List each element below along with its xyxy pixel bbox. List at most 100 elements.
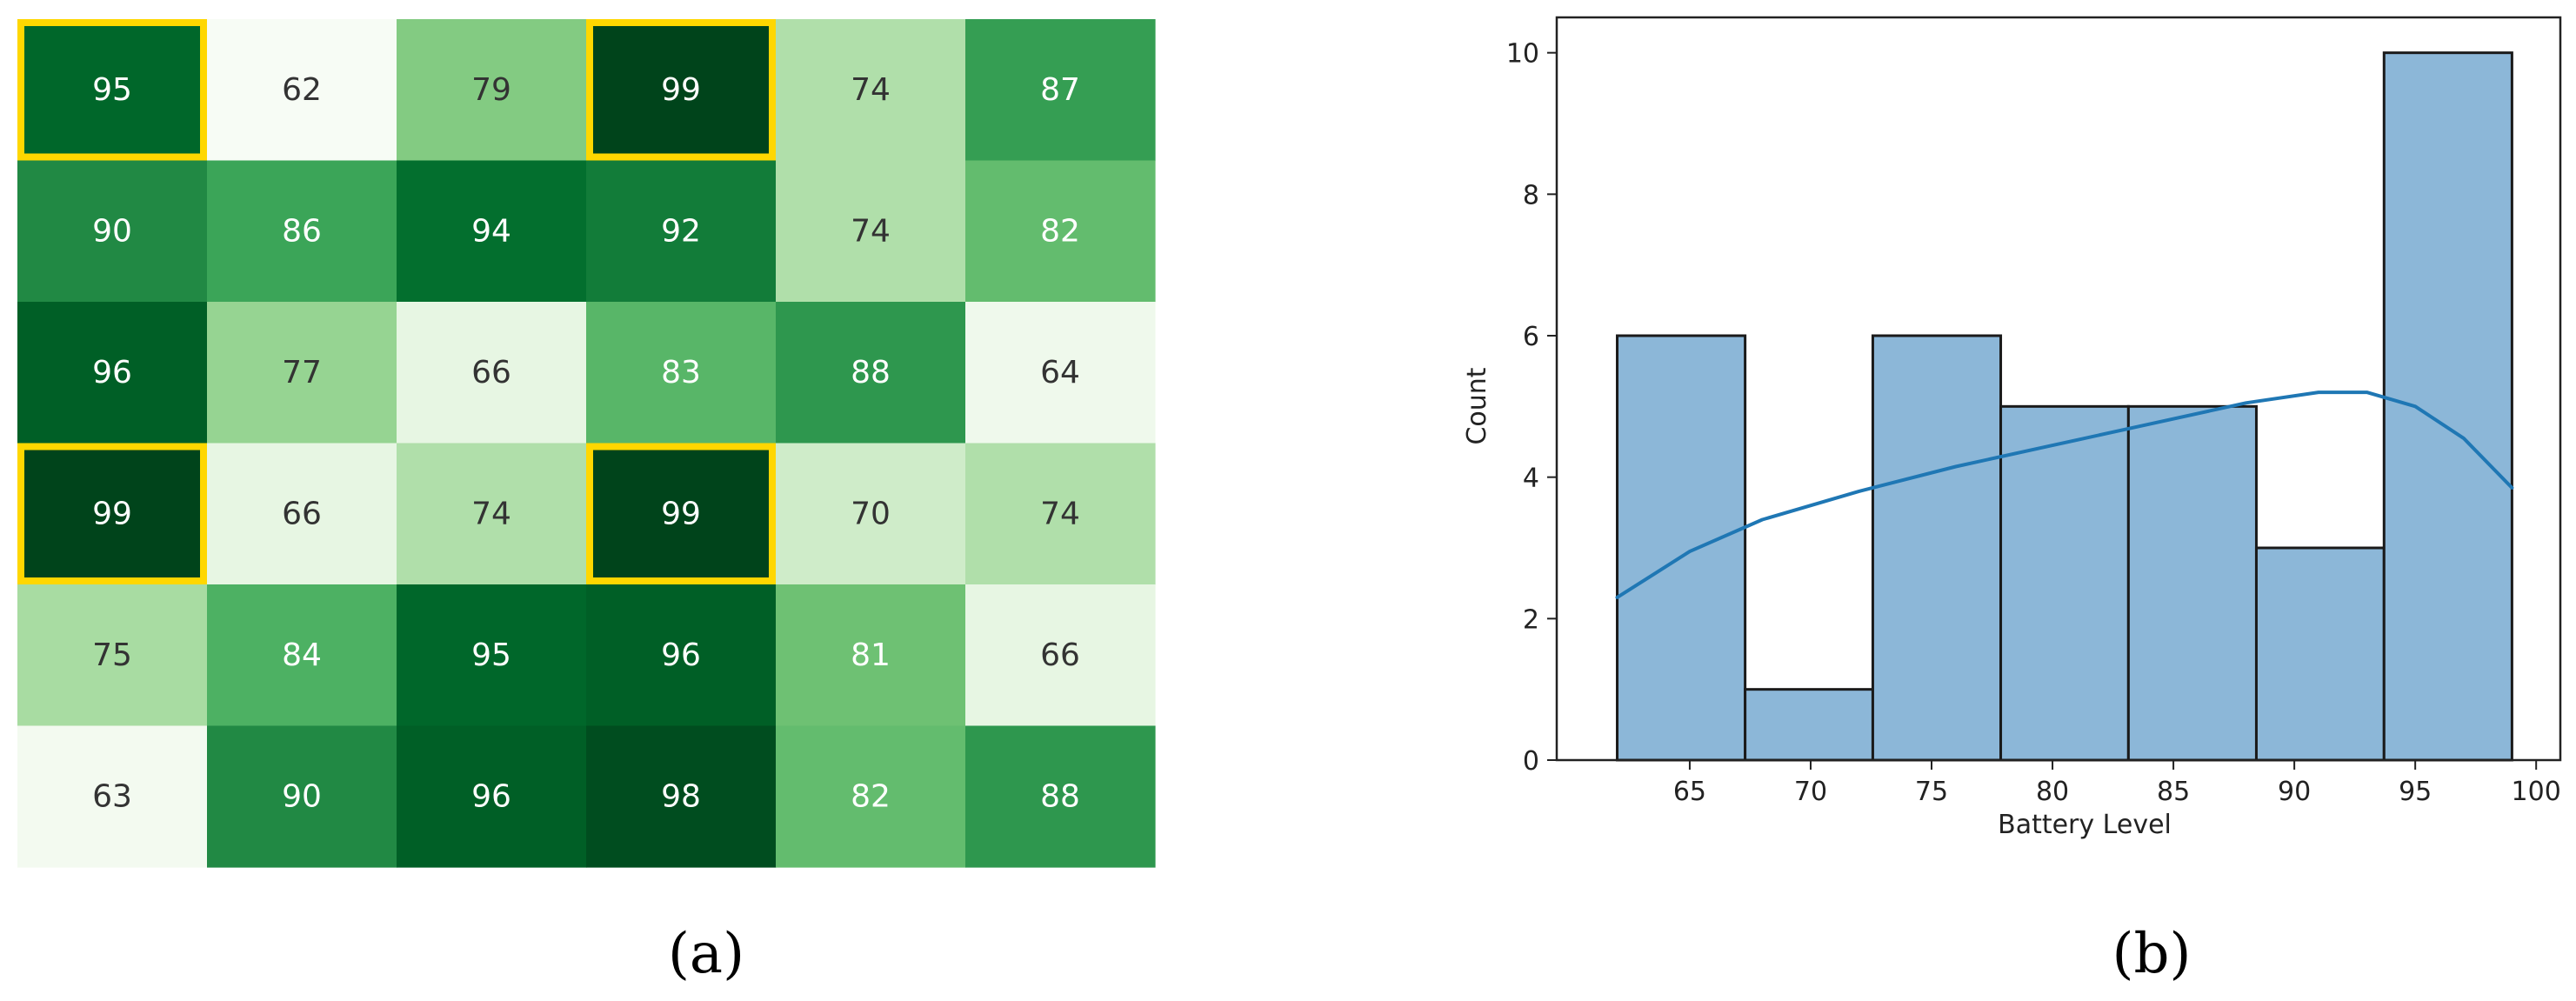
heatmap-cell-value: 83 xyxy=(661,355,701,390)
heatmap-cell-value: 99 xyxy=(661,72,701,108)
heatmap-cell-value: 82 xyxy=(851,778,891,814)
heatmap-cell-value: 74 xyxy=(471,496,511,531)
heatmap-cell-value: 99 xyxy=(661,496,701,531)
x-tick-label: 80 xyxy=(2036,777,2069,807)
heatmap-cell-value: 81 xyxy=(851,637,891,673)
heatmap-cell-value: 96 xyxy=(661,637,701,673)
heatmap-cell xyxy=(397,302,587,444)
plot-frame xyxy=(1555,16,2562,762)
heatmap-cell xyxy=(397,584,587,727)
heatmap-cell xyxy=(776,19,966,162)
heatmap-cell-value: 90 xyxy=(282,778,322,814)
heatmap-cell-value: 62 xyxy=(282,72,322,108)
heatmap-cell-value: 77 xyxy=(282,355,322,390)
x-tick-label: 90 xyxy=(2278,777,2311,807)
heatmap-cell xyxy=(586,443,777,585)
heatmap-cell xyxy=(965,725,1156,868)
x-tick-label: 70 xyxy=(1794,777,1827,807)
heatmap-cell-value: 90 xyxy=(92,213,132,249)
heatmap-cell xyxy=(586,19,777,162)
heatmap-cell-value: 88 xyxy=(851,355,891,390)
heatmap-cell xyxy=(965,584,1156,727)
histogram-bar xyxy=(2126,404,2258,762)
heatmap-cell xyxy=(207,725,397,868)
heatmap-cell xyxy=(207,584,397,727)
heatmap-cell xyxy=(586,160,777,303)
heatmap-cell-value: 79 xyxy=(471,72,511,108)
histogram-bar xyxy=(1871,334,2003,762)
heatmap-cell xyxy=(397,725,587,868)
histogram-bar xyxy=(2382,51,2513,762)
highlight-box xyxy=(586,443,776,584)
heatmap-cell xyxy=(965,302,1156,444)
heatmap-cell xyxy=(397,443,587,585)
heatmap-cell xyxy=(776,443,966,585)
histogram-bar xyxy=(2254,546,2386,762)
heatmap-cell-value: 74 xyxy=(851,72,891,108)
heatmap-cell-value: 95 xyxy=(471,637,511,673)
heatmap-cell xyxy=(397,160,587,303)
heatmap-cell xyxy=(17,160,208,303)
histogram-bar xyxy=(1999,404,2130,762)
heatmap-cell xyxy=(776,160,966,303)
heatmap-cell xyxy=(586,584,777,727)
caption-b: (b) xyxy=(2112,922,2192,986)
heatmap-cell-value: 66 xyxy=(1040,637,1080,673)
heatmap-cell xyxy=(397,19,587,162)
highlight-box xyxy=(17,19,207,161)
histogram-bar xyxy=(1616,334,1747,762)
heatmap-cell xyxy=(17,584,208,727)
heatmap-cell-value: 74 xyxy=(1040,496,1080,531)
heatmap-cell-value: 75 xyxy=(92,637,132,673)
heatmap-cell xyxy=(17,725,208,868)
heatmap-cell xyxy=(207,160,397,303)
heatmap-cell xyxy=(207,302,397,444)
heatmap-cell xyxy=(776,725,966,868)
heatmap-cell-value: 64 xyxy=(1040,355,1080,390)
y-axis-label: Count xyxy=(1462,367,1492,444)
heatmap-cell xyxy=(965,19,1156,162)
x-tick-label: 85 xyxy=(2157,777,2190,807)
heatmap-cell-value: 88 xyxy=(1040,778,1080,814)
heatmap-cell xyxy=(17,443,208,585)
heatmap-cell-value: 74 xyxy=(851,213,891,249)
histogram-panel: 65 70 75 80 85 90 95 100 0 2 4 6 8 10 Battery Level Cou… xyxy=(1462,16,2562,840)
heatmap-cell-value: 84 xyxy=(282,637,322,673)
y-tick-label: 6 xyxy=(1523,322,1539,352)
heatmap-cell xyxy=(17,19,208,162)
heatmap-cell-value: 66 xyxy=(471,355,511,390)
heatmap-panel: 95 62 79 99 74 87 90 86 94 92 74 82 96 77 66 83 88 64 99 66… xyxy=(17,19,1156,868)
heatmap-cell-value: 63 xyxy=(92,778,132,814)
heatmap-cell-value: 92 xyxy=(661,213,701,249)
heatmap-cell-value: 66 xyxy=(282,496,322,531)
heatmap-cell xyxy=(207,443,397,585)
x-tick-label: 100 xyxy=(2512,777,2561,807)
y-tick-label: 8 xyxy=(1523,180,1539,210)
heatmap-cell xyxy=(965,443,1156,585)
y-tick-label: 0 xyxy=(1523,746,1539,777)
heatmap-cell-value: 99 xyxy=(92,496,132,531)
heatmap-cell xyxy=(586,302,777,444)
x-axis-label: Battery Level xyxy=(1998,810,2172,840)
heatmap-cell xyxy=(207,19,397,162)
heatmap-cell-value: 94 xyxy=(471,213,511,249)
heatmap-cell xyxy=(965,160,1156,303)
heatmap-cell xyxy=(776,584,966,727)
heatmap-cell-value: 98 xyxy=(661,778,701,814)
heatmap-cell xyxy=(776,302,966,444)
heatmap-cell-value: 96 xyxy=(92,355,132,390)
highlight-box xyxy=(17,443,207,584)
y-tick-label: 4 xyxy=(1523,464,1539,494)
heatmap-cell xyxy=(586,725,777,868)
heatmap-cell-value: 87 xyxy=(1040,72,1080,108)
kde-line xyxy=(1615,390,2514,599)
heatmap-cell xyxy=(17,302,208,444)
x-tick-label: 75 xyxy=(1915,777,1948,807)
heatmap-cell-value: 96 xyxy=(471,778,511,814)
heatmap-cell-value: 95 xyxy=(92,72,132,108)
heatmap-cell-value: 70 xyxy=(851,496,891,531)
caption-a: (a) xyxy=(668,922,744,986)
histogram-bar xyxy=(1744,688,1874,762)
heatmap-cell-value: 82 xyxy=(1040,213,1080,249)
